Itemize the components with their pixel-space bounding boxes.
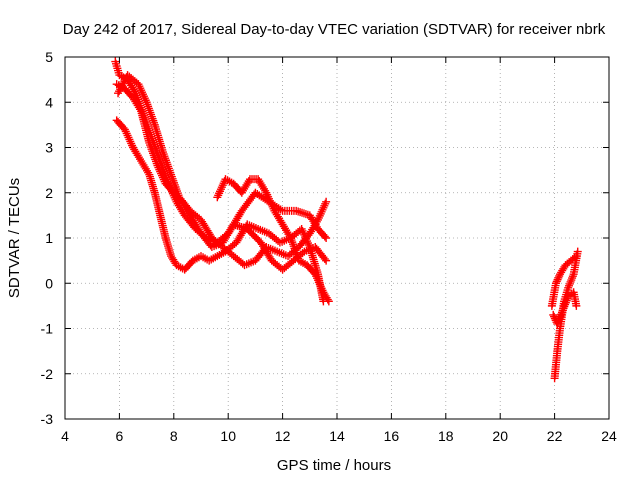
x-tick-label: 4 bbox=[61, 428, 69, 444]
data-point bbox=[322, 234, 331, 242]
y-tick-label: -2 bbox=[41, 366, 54, 382]
data-point bbox=[323, 295, 332, 304]
y-tick-label: -3 bbox=[41, 411, 54, 427]
data-point bbox=[144, 168, 153, 177]
x-axis-title: GPS time / hours bbox=[277, 457, 391, 474]
grid bbox=[65, 57, 609, 419]
series-track-5 bbox=[213, 175, 333, 306]
x-tick-label: 10 bbox=[220, 428, 236, 444]
data-point bbox=[285, 232, 294, 241]
y-tick-label: 3 bbox=[45, 140, 53, 156]
y-tick-label: -1 bbox=[41, 321, 54, 337]
x-tick-label: 20 bbox=[492, 428, 508, 444]
data-point bbox=[568, 274, 577, 283]
data-point bbox=[320, 254, 329, 263]
x-tick-label: 24 bbox=[601, 428, 617, 444]
chart-title: Day 242 of 2017, Sidereal Day-to-day VTE… bbox=[63, 21, 606, 38]
x-tick-label: 6 bbox=[116, 428, 124, 444]
data-point bbox=[564, 281, 573, 290]
y-tick-label: 2 bbox=[45, 185, 53, 201]
data-point bbox=[568, 272, 577, 281]
data-point bbox=[565, 279, 574, 288]
data-point bbox=[555, 272, 564, 281]
x-tick-label: 18 bbox=[438, 428, 454, 444]
y-tick-label: 5 bbox=[45, 49, 53, 65]
data-point bbox=[567, 276, 576, 285]
data-point bbox=[564, 283, 573, 292]
series-track-1 bbox=[111, 57, 331, 247]
data-point bbox=[130, 87, 139, 96]
x-tick-label: 22 bbox=[547, 428, 563, 444]
y-tick-label: 4 bbox=[45, 94, 53, 110]
data-point bbox=[573, 247, 582, 256]
y-tick-label: 1 bbox=[45, 230, 53, 246]
data-point bbox=[552, 277, 561, 286]
data-point bbox=[276, 205, 285, 214]
data-point bbox=[322, 256, 331, 265]
data-series bbox=[111, 57, 582, 383]
x-tick-label: 16 bbox=[384, 428, 400, 444]
x-tick-label: 8 bbox=[170, 428, 178, 444]
data-point bbox=[549, 310, 558, 319]
x-tick-label: 14 bbox=[329, 428, 345, 444]
series-track-8 bbox=[550, 247, 582, 383]
series-track-3 bbox=[114, 71, 331, 270]
data-point bbox=[135, 105, 144, 114]
y-axis-title: SDTVAR / TECUs bbox=[6, 178, 23, 298]
data-point bbox=[322, 197, 331, 206]
data-point bbox=[566, 277, 575, 286]
data-point bbox=[572, 301, 581, 310]
x-tick-label: 12 bbox=[275, 428, 291, 444]
data-point bbox=[320, 232, 329, 241]
data-point bbox=[554, 273, 563, 282]
y-tick-label: 0 bbox=[45, 275, 53, 291]
data-point bbox=[553, 275, 562, 284]
data-point bbox=[551, 279, 560, 288]
data-point bbox=[324, 297, 333, 306]
